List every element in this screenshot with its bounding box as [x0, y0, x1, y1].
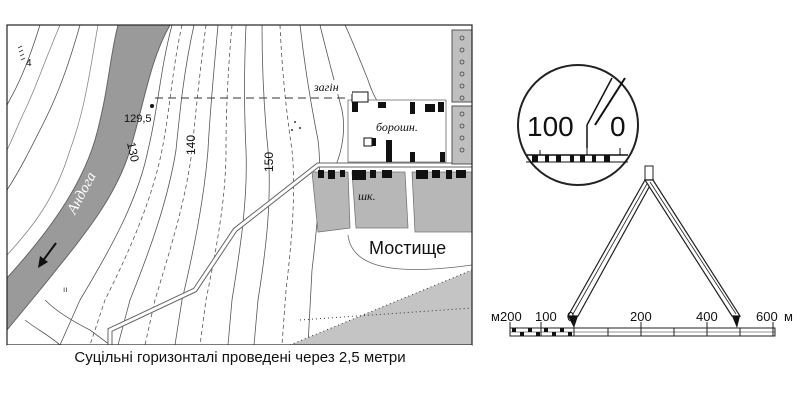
village-boundary	[347, 234, 472, 270]
road-center	[108, 163, 472, 345]
village-houses	[318, 170, 466, 180]
grass-mark: ıı	[63, 285, 67, 294]
dotted-boundary	[299, 307, 472, 321]
contour-line	[89, 25, 183, 345]
contour-line	[253, 25, 270, 345]
contour-label-130: 130	[124, 141, 142, 164]
scale-bar-fine-divisions	[512, 328, 572, 336]
orchard-dots	[459, 35, 465, 153]
contour-line	[24, 319, 61, 345]
zagin-label: загін	[313, 80, 339, 94]
contour-line	[227, 25, 247, 345]
contour-line	[319, 25, 344, 166]
contour-line	[7, 25, 81, 191]
contour-line	[174, 25, 219, 345]
mill-symbol	[363, 137, 373, 147]
scale-tick-label: 200	[630, 309, 652, 324]
contour-lines	[7, 25, 381, 345]
zoom-detail: 100 0	[517, 64, 639, 186]
orchard-strip	[451, 105, 472, 165]
contour-label-140: 140	[184, 135, 198, 155]
zoom-label-100: 100	[527, 111, 574, 142]
map-caption: Суцільні горизонталі проведені через 2,5…	[74, 349, 405, 366]
scale-bar: м 200 100 0 200 400 600 м	[491, 309, 793, 337]
river-bank-line	[7, 25, 61, 151]
scale-tick-label: 0	[567, 309, 574, 324]
scale-unit-left: м	[491, 309, 500, 324]
scale-tick-label: 100	[535, 309, 557, 324]
scale-panel: 100 0	[491, 64, 793, 337]
label-bg	[374, 120, 436, 134]
scale-tick-label: 200	[500, 309, 522, 324]
river-flow-arrow	[38, 242, 57, 268]
contour-line	[59, 25, 173, 345]
contour-line	[299, 25, 320, 345]
village-plot	[311, 171, 351, 233]
zoom-label-0: 0	[610, 111, 626, 142]
bush-dots	[291, 121, 301, 131]
scale-tick-label: 600	[756, 309, 778, 324]
mill-label: борошн.	[376, 120, 418, 134]
dotted-area	[290, 270, 472, 345]
corner-number: 4	[26, 58, 32, 69]
dotted-boundary	[289, 269, 472, 345]
contour-line	[7, 25, 41, 106]
village-plot	[411, 171, 472, 233]
contour-line	[117, 25, 195, 345]
village-name-label: Мостище	[369, 238, 446, 258]
contour-line	[44, 299, 111, 345]
label-bg	[312, 80, 352, 94]
scale-tick-label: 400	[696, 309, 718, 324]
map-panel: ıı 4 129,5 Андога 130 140 150 загін боро…	[6, 24, 473, 367]
label-bg	[366, 236, 460, 258]
village-buildings	[352, 102, 445, 162]
caption-bg	[7, 345, 472, 367]
elevation-label: 129,5	[124, 113, 152, 125]
orchard-strip	[451, 29, 472, 103]
contour-line	[144, 25, 207, 345]
dividers-tool	[566, 165, 742, 328]
scale-unit-right: м	[784, 309, 793, 324]
zoom-ruler-ticks	[532, 155, 610, 162]
dividers-right-leg	[643, 179, 742, 317]
elevation-point-marker	[150, 104, 154, 108]
zagin-building	[351, 91, 369, 103]
dividers-head	[644, 165, 654, 181]
river-bank-line	[7, 25, 99, 256]
contour-label-150: 150	[262, 152, 276, 172]
school-label: шк.	[358, 189, 376, 203]
cliff-symbol	[17, 45, 26, 61]
